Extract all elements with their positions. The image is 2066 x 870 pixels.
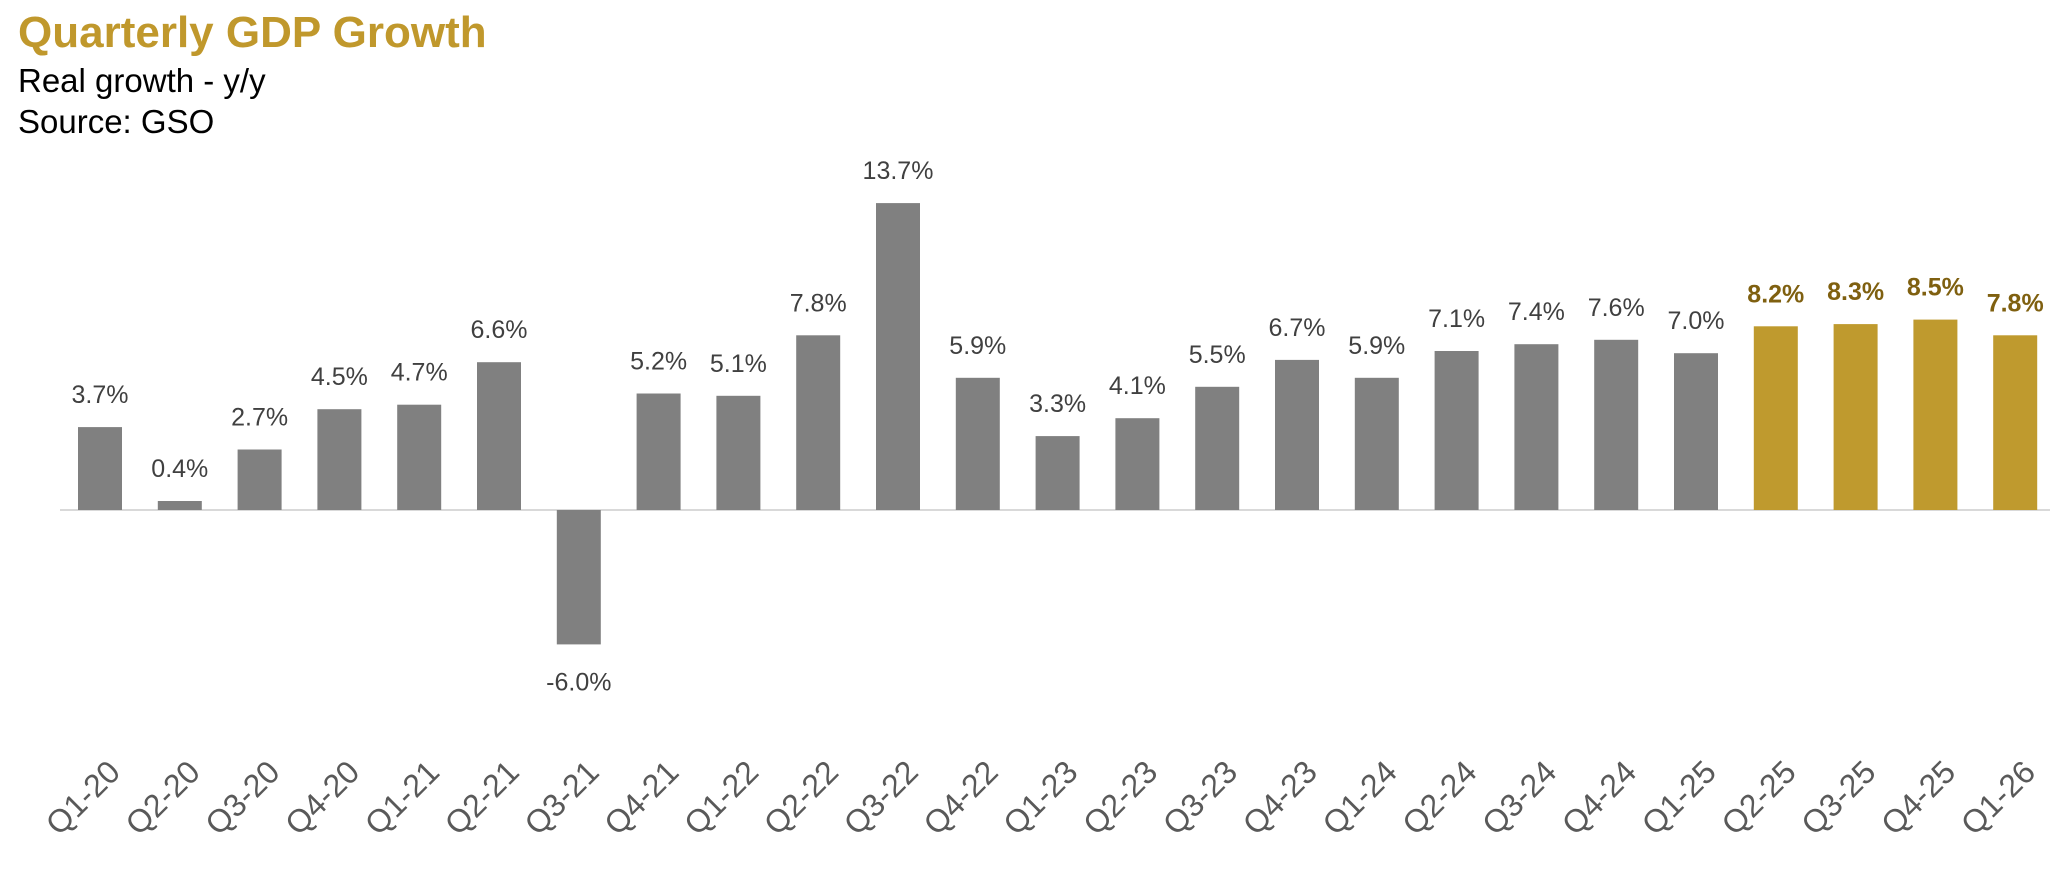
value-label: 8.5% [1907,274,1964,302]
bar-q4-22 [955,377,1000,510]
value-label: 5.9% [1348,332,1405,360]
value-label: 4.7% [391,359,448,387]
chart-subtitle: Real growth - y/y [18,62,266,99]
value-label: 8.3% [1827,278,1884,306]
bar-q1-24 [1354,377,1399,510]
bar-q1-22 [716,395,761,510]
bar-series [78,203,2038,645]
value-label: 4.1% [1109,372,1166,400]
x-tick-label: Q1-20 [39,753,127,841]
bar-q3-23 [1195,386,1240,510]
bar-q3-24 [1514,344,1559,510]
value-label: 5.2% [630,348,687,376]
value-labels: 3.7% 0.4% 2.7% 4.5% 4.7% 6.6% -6.0% 5.2% 5.1% 7.8… [72,157,2044,696]
bar-q1-23 [1035,436,1080,510]
x-tick-label: Q4-20 [278,753,366,841]
x-tick-label: Q1-25 [1635,753,1723,841]
value-label: 5.9% [949,332,1006,360]
x-tick-label: Q4-22 [916,753,1004,841]
x-tick-label: Q2-21 [438,753,526,841]
bar-q2-21 [477,362,521,510]
bar-q1-25 [1674,353,1718,510]
bar-q4-23 [1275,359,1319,510]
x-tick-label: Q3-25 [1794,753,1882,841]
bar-q2-23 [1115,418,1160,510]
value-label: 7.4% [1508,298,1565,326]
x-tick-label: Q2-23 [1076,753,1164,841]
x-tick-label: Q3-21 [517,753,605,841]
x-tick-label: Q1-24 [1315,753,1403,841]
bar-q4-25 [1913,319,1958,510]
chart-header: Quarterly GDP Growth Real growth - y/y S… [18,6,487,142]
x-tick-label: Q3-22 [837,753,925,841]
x-tick-label: Q3-24 [1475,753,1563,841]
value-label: 6.7% [1269,314,1326,342]
value-label: 8.2% [1747,280,1804,308]
value-label: 7.1% [1428,305,1485,333]
bar-q4-24 [1594,339,1639,510]
x-tick-label: Q4-23 [1236,753,1324,841]
bar-q3-21 [556,510,601,645]
bar-q3-22 [876,203,920,510]
category-tick-labels: Q1-20Q2-20Q3-20Q4-20Q1-21Q2-21Q3-21Q4-21… [39,753,2043,841]
x-tick-label: Q2-24 [1395,753,1483,841]
x-tick-label: Q1-21 [358,753,446,841]
value-label: 6.6% [471,316,528,344]
chart-source: Source: GSO [18,103,215,140]
value-label: 5.1% [710,350,767,378]
x-tick-label: Q2-22 [757,753,845,841]
chart-title: Quarterly GDP Growth [18,8,487,57]
x-tick-label: Q4-25 [1874,753,1962,841]
value-label: -6.0% [546,668,611,696]
bar-q4-21 [636,393,681,510]
value-label: 0.4% [151,455,208,483]
bar-q2-24 [1434,351,1479,510]
value-label: 3.3% [1029,390,1086,418]
value-label: 3.7% [72,381,129,409]
x-tick-label: Q2-20 [118,753,206,841]
value-label: 13.7% [863,157,934,185]
bar-q1-21 [397,404,442,510]
bar-q1-20 [78,427,122,510]
x-tick-label: Q4-21 [597,753,685,841]
x-tick-label: Q2-25 [1714,753,1802,841]
bar-q3-20 [237,449,282,510]
bar-q3-25 [1833,324,1878,510]
value-label: 7.6% [1588,294,1645,322]
x-tick-label: Q3-23 [1156,753,1244,841]
value-label: 7.0% [1668,307,1725,335]
x-tick-label: Q3-20 [198,753,286,841]
value-label: 7.8% [790,289,847,317]
x-tick-label: Q1-23 [996,753,1084,841]
x-tick-label: Q4-24 [1555,753,1643,841]
x-tick-label: Q1-26 [1954,753,2042,841]
bar-q2-20 [157,501,202,510]
bar-q4-20 [317,409,362,510]
value-label: 2.7% [231,404,288,432]
value-label: 4.5% [311,363,368,391]
value-label: 5.5% [1189,341,1246,369]
bar-q1-26 [1993,335,2038,510]
bar-q2-22 [796,335,841,510]
value-label: 7.8% [1987,289,2044,317]
bar-q2-25 [1753,326,1798,510]
x-tick-label: Q1-22 [677,753,765,841]
